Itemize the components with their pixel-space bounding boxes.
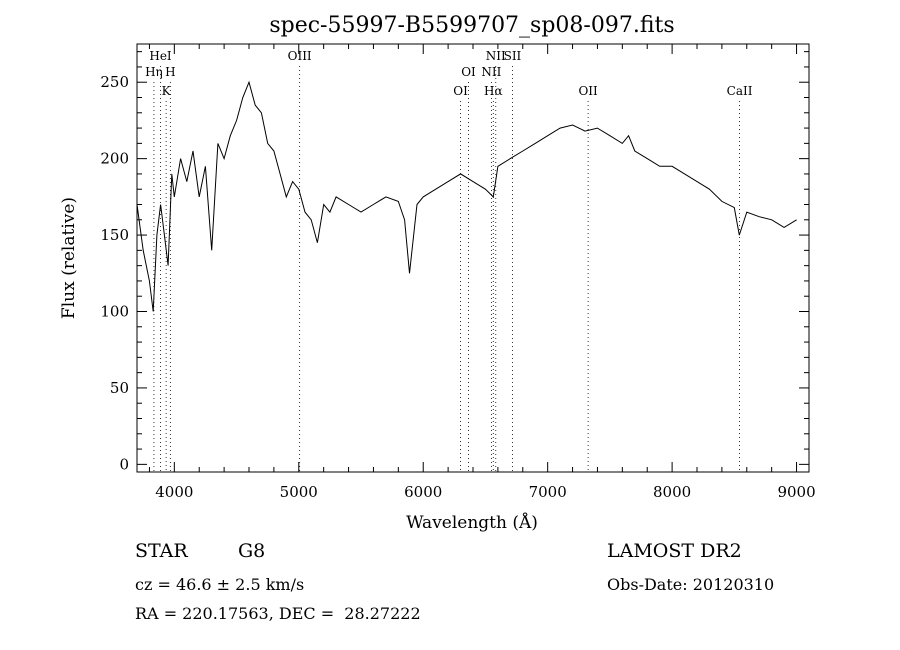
redshift-value: cz = 46.6 ± 2.5 km/s <box>135 575 305 594</box>
observation-date: Obs-Date: 20120310 <box>607 575 775 594</box>
line-marker-label: OI <box>453 84 468 98</box>
survey-name: LAMOST DR2 <box>607 540 742 562</box>
line-marker-label: Hη <box>145 65 163 79</box>
spectrum-series-line <box>136 80 797 312</box>
chart-title: spec-55997-B5599707_sp08-097.fits <box>269 13 674 38</box>
spectral-subclass: G8 <box>238 540 266 562</box>
plot-frame <box>136 43 810 473</box>
x-tick-label: 6000 <box>404 483 442 501</box>
line-marker-label: NII <box>481 65 501 79</box>
y-tick-label: 100 <box>100 303 129 321</box>
x-tick-label: 9000 <box>777 483 815 501</box>
y-tick-label: 250 <box>100 73 129 91</box>
line-marker-label: K <box>162 84 172 98</box>
y-axis: 0 50 100 150 200 250 <box>100 51 809 473</box>
y-tick-label: 150 <box>100 226 129 244</box>
line-marker-label: CaII <box>727 84 753 98</box>
line-marker-label: OI <box>461 65 476 79</box>
line-marker-label: NII <box>486 49 506 63</box>
x-tick-label: 7000 <box>529 483 567 501</box>
x-tick-label: 5000 <box>280 483 318 501</box>
y-axis-label: Flux (relative) <box>59 197 79 319</box>
line-marker-label: Hα <box>484 84 503 98</box>
x-tick-label: 8000 <box>653 483 691 501</box>
line-marker-label: OII <box>578 84 598 98</box>
line-marker-label: SII <box>504 49 522 63</box>
line-marker-label: OIII <box>288 49 312 63</box>
y-tick-label: 50 <box>110 379 129 397</box>
x-tick-label: 4000 <box>155 483 193 501</box>
object-class: STAR <box>135 540 188 562</box>
y-tick-label: 200 <box>100 150 129 168</box>
line-marker-label: HeI <box>149 49 172 63</box>
line-marker-label: H <box>165 65 175 79</box>
x-axis: 4000 5000 6000 7000 8000 9000 <box>148 44 816 501</box>
y-tick-label: 0 <box>119 455 129 473</box>
x-axis-label: Wavelength (Å) <box>406 512 538 533</box>
coordinates: RA = 220.17563, DEC = 28.27222 <box>135 604 421 623</box>
